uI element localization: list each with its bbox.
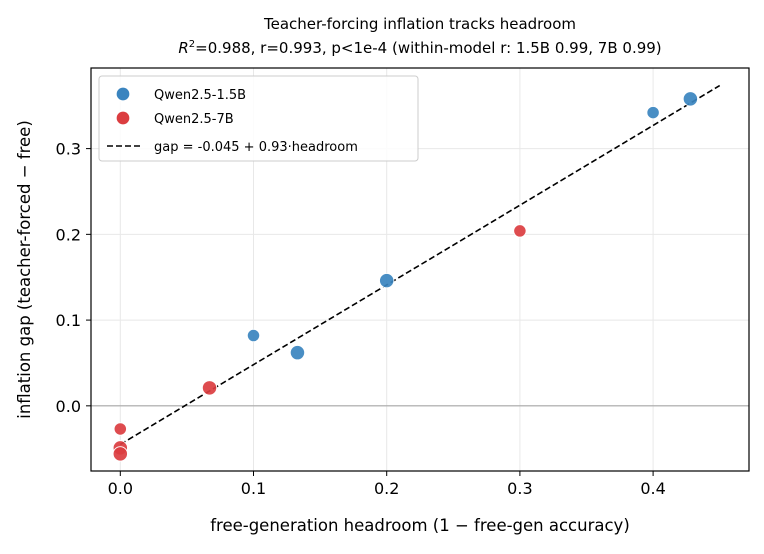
point-qwen-7b bbox=[201, 380, 218, 396]
y-tick-label: 0.1 bbox=[56, 311, 81, 330]
point-qwen-1-5b bbox=[289, 345, 306, 361]
legend-box bbox=[98, 75, 419, 162]
legend-entry-fit-line: gap = -0.045 + 0.93·headroom bbox=[154, 140, 358, 155]
point-qwen-1-5b bbox=[682, 91, 699, 107]
point-qwen-1-5b bbox=[246, 328, 261, 343]
chart-title: Teacher-forcing inflation tracks headroo… bbox=[263, 15, 576, 33]
points-layer bbox=[112, 91, 699, 462]
subtitle-stats: =0.988, r=0.993, p<1e-4 (within-model r:… bbox=[195, 39, 662, 57]
legend: Qwen2.5-1.5B Qwen2.5-7B gap = -0.045 + 0… bbox=[98, 75, 419, 162]
point-qwen-7b bbox=[113, 422, 127, 436]
x-tick-label: 0.3 bbox=[507, 479, 532, 498]
y-tick-label: 0.2 bbox=[56, 225, 81, 244]
y-tick-label: 0.0 bbox=[56, 397, 81, 416]
chart-subtitle: R2=0.988, r=0.993, p<1e-4 (within-model … bbox=[178, 39, 661, 57]
point-qwen-7b bbox=[112, 446, 128, 462]
legend-marker-qwen-7b bbox=[115, 110, 131, 126]
x-axis-label: free-generation headroom (1 − free-gen a… bbox=[210, 516, 630, 535]
y-axis-label: inflation gap (teacher-forced − free) bbox=[15, 120, 34, 419]
x-tick-label: 0.0 bbox=[108, 479, 133, 498]
subtitle-r-symbol: R bbox=[178, 39, 188, 57]
legend-entry-qwen-1-5b: Qwen2.5-1.5B bbox=[154, 88, 246, 103]
x-tick-label: 0.1 bbox=[241, 479, 266, 498]
ticks-layer: 0.0 0.1 0.2 0.3 0.4 0.0 0.1 0.2 0.3 bbox=[56, 140, 666, 498]
point-qwen-1-5b bbox=[646, 105, 660, 120]
legend-entry-qwen-7b: Qwen2.5-7B bbox=[154, 112, 234, 127]
y-tick-label: 0.3 bbox=[56, 140, 81, 159]
point-qwen-7b bbox=[513, 224, 527, 238]
subtitle-superscript: 2 bbox=[189, 39, 195, 50]
point-qwen-1-5b bbox=[379, 272, 395, 289]
legend-marker-qwen-1-5b bbox=[115, 86, 131, 102]
x-tick-label: 0.2 bbox=[374, 479, 399, 498]
plot-frame bbox=[90, 67, 750, 472]
x-tick-label: 0.4 bbox=[640, 479, 665, 498]
